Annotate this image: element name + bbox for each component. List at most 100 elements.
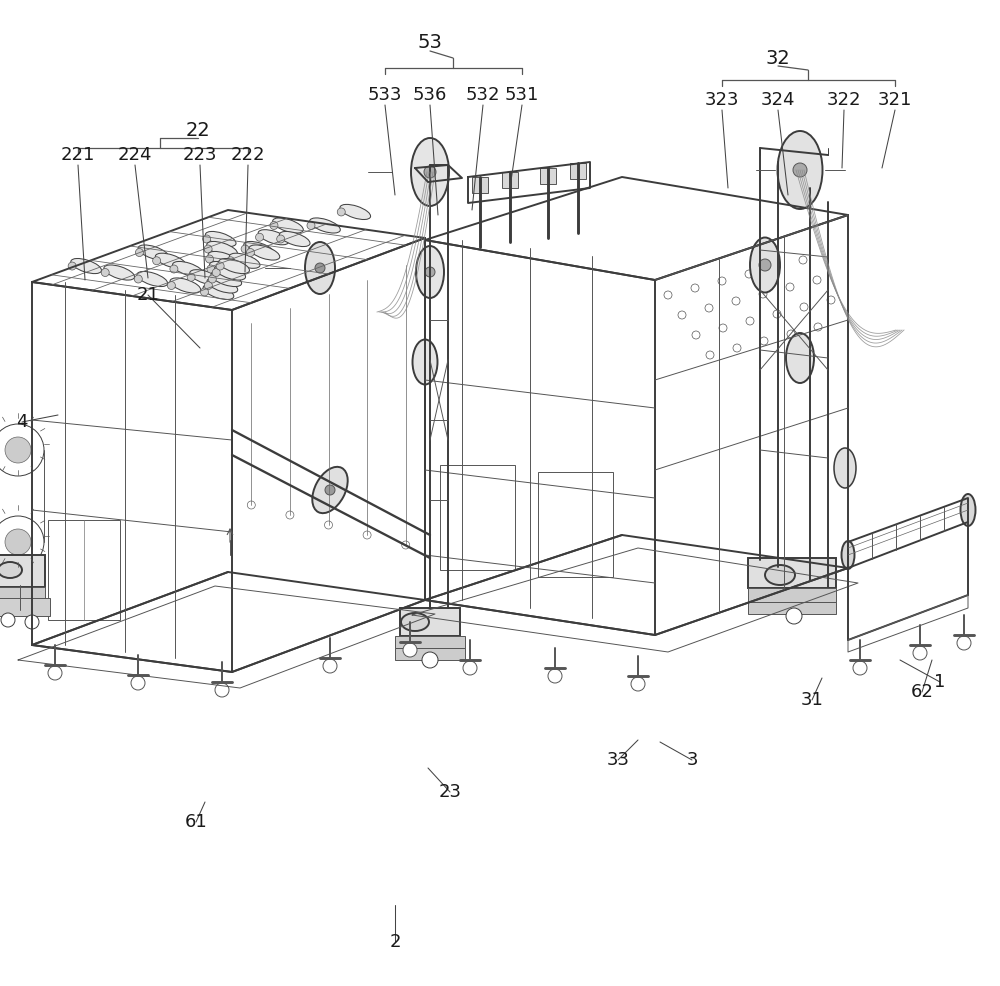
Ellipse shape: [411, 138, 449, 206]
Ellipse shape: [190, 270, 220, 285]
Circle shape: [101, 268, 109, 276]
Circle shape: [718, 277, 726, 285]
Circle shape: [403, 643, 417, 657]
Circle shape: [733, 344, 741, 352]
Bar: [400, 608, 460, 636]
Circle shape: [241, 245, 249, 253]
Bar: [538, 472, 613, 577]
Bar: [395, 636, 465, 648]
Circle shape: [786, 283, 794, 291]
Bar: [48, 520, 120, 620]
Circle shape: [759, 290, 767, 298]
Circle shape: [203, 235, 211, 243]
Ellipse shape: [0, 562, 22, 578]
Text: 321: 321: [878, 91, 912, 109]
Circle shape: [793, 163, 807, 177]
Circle shape: [167, 281, 175, 290]
Circle shape: [800, 303, 808, 311]
Circle shape: [363, 531, 371, 539]
Text: 2: 2: [389, 933, 401, 951]
Ellipse shape: [104, 265, 135, 280]
Text: 221: 221: [61, 146, 95, 164]
Text: 33: 33: [606, 751, 630, 769]
Bar: [0, 587, 45, 601]
Circle shape: [759, 259, 771, 271]
Circle shape: [286, 511, 294, 519]
Circle shape: [212, 268, 220, 276]
Bar: [748, 588, 836, 602]
Ellipse shape: [310, 218, 340, 233]
Circle shape: [246, 248, 254, 256]
Circle shape: [25, 615, 39, 629]
Ellipse shape: [244, 242, 274, 256]
Ellipse shape: [208, 251, 239, 266]
Circle shape: [204, 281, 212, 290]
Circle shape: [256, 234, 264, 242]
Circle shape: [216, 262, 224, 270]
Circle shape: [187, 273, 195, 281]
Ellipse shape: [138, 245, 169, 260]
Ellipse shape: [340, 204, 371, 220]
Circle shape: [692, 331, 700, 339]
Circle shape: [323, 659, 337, 673]
Text: 1: 1: [934, 673, 946, 691]
Ellipse shape: [205, 232, 236, 246]
Text: 322: 322: [827, 91, 861, 109]
Text: 3: 3: [686, 751, 698, 769]
Ellipse shape: [211, 271, 242, 287]
Bar: [540, 168, 556, 184]
Bar: [472, 177, 488, 193]
Ellipse shape: [207, 242, 237, 256]
Text: 223: 223: [183, 146, 217, 164]
Circle shape: [827, 296, 835, 304]
Ellipse shape: [249, 245, 280, 260]
Circle shape: [200, 288, 208, 296]
Text: 533: 533: [368, 86, 402, 104]
Ellipse shape: [401, 613, 429, 631]
Circle shape: [5, 437, 31, 463]
Circle shape: [204, 245, 212, 253]
Ellipse shape: [215, 265, 246, 280]
Ellipse shape: [765, 565, 795, 585]
Circle shape: [215, 683, 229, 697]
Circle shape: [732, 297, 740, 305]
Circle shape: [631, 677, 645, 691]
Circle shape: [678, 311, 686, 319]
Text: 222: 222: [231, 146, 265, 164]
Circle shape: [746, 317, 754, 325]
Ellipse shape: [786, 333, 814, 383]
Ellipse shape: [413, 339, 438, 385]
Circle shape: [853, 661, 867, 675]
Text: 21: 21: [137, 286, 159, 304]
Circle shape: [134, 275, 142, 283]
Circle shape: [0, 516, 44, 568]
Text: 224: 224: [118, 146, 152, 164]
Circle shape: [247, 501, 255, 509]
Circle shape: [813, 276, 821, 284]
Circle shape: [913, 646, 927, 660]
Circle shape: [814, 323, 822, 331]
Bar: [440, 465, 515, 570]
Circle shape: [705, 304, 713, 312]
Circle shape: [227, 256, 235, 265]
Circle shape: [324, 521, 332, 529]
Ellipse shape: [834, 448, 856, 488]
Circle shape: [277, 235, 285, 243]
Circle shape: [957, 636, 971, 650]
Bar: [502, 172, 518, 188]
Bar: [0, 555, 45, 587]
Bar: [0, 598, 50, 616]
Circle shape: [664, 291, 672, 299]
Ellipse shape: [71, 258, 101, 273]
Text: 62: 62: [911, 683, 933, 701]
Circle shape: [760, 337, 768, 345]
Ellipse shape: [229, 253, 260, 268]
Circle shape: [745, 270, 753, 278]
Circle shape: [135, 248, 143, 256]
Circle shape: [131, 676, 145, 690]
Circle shape: [307, 222, 315, 230]
Text: 532: 532: [466, 86, 500, 104]
Circle shape: [463, 661, 477, 675]
Ellipse shape: [137, 271, 168, 287]
Bar: [570, 163, 586, 179]
